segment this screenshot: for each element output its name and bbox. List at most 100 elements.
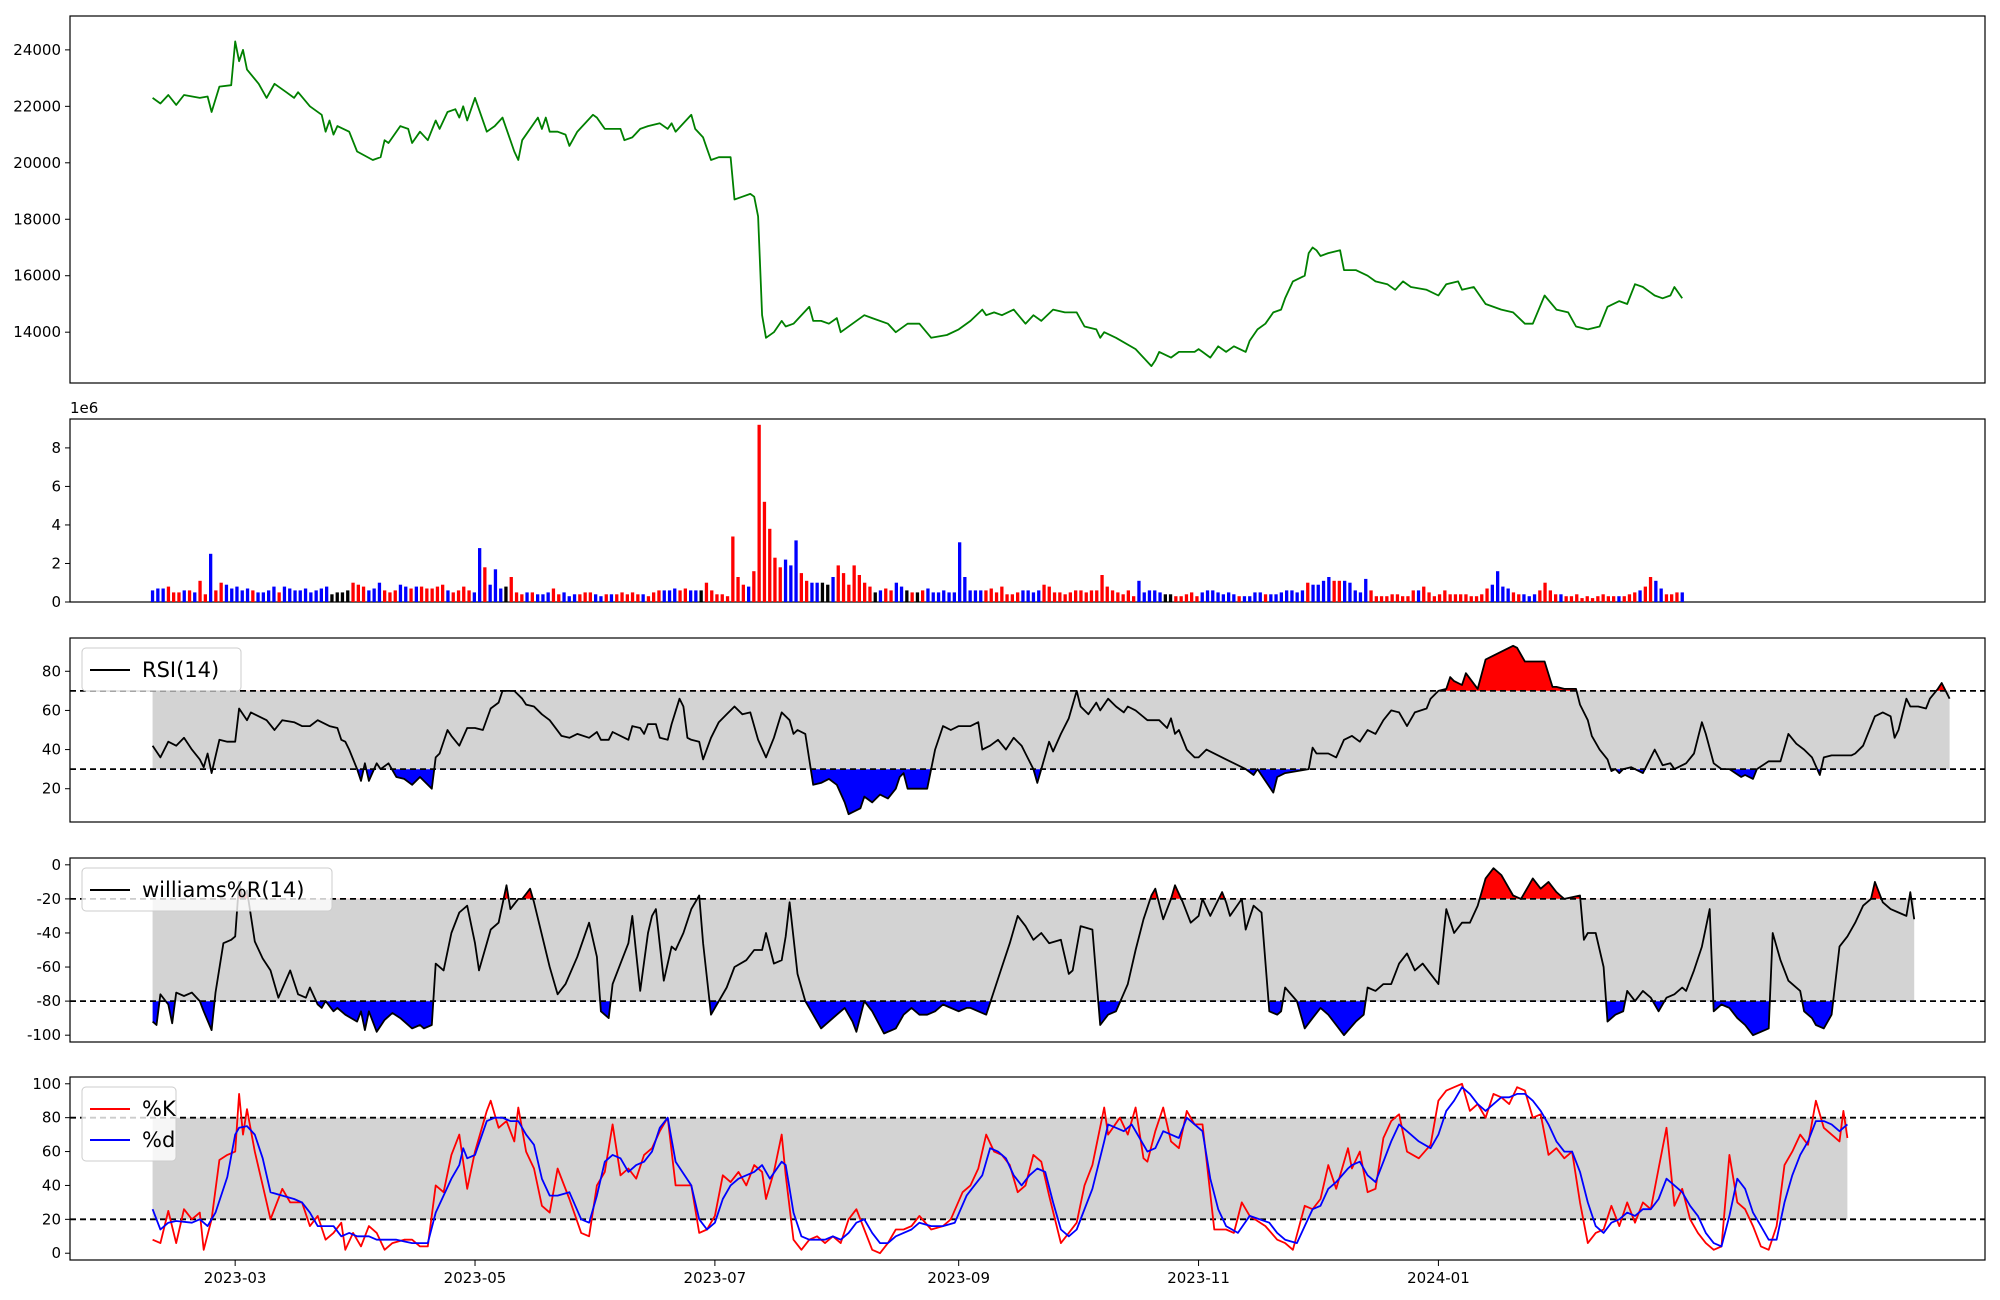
volume-bar: [841, 573, 846, 602]
volume-bar: [1227, 592, 1231, 602]
volume-bar: [720, 594, 724, 602]
volume-bar: [1606, 596, 1610, 602]
volume-bar: [1559, 594, 1563, 602]
volume-bar: [456, 590, 461, 602]
volume-bar: [604, 594, 608, 602]
volume-bar: [1369, 590, 1373, 602]
stochastic-line-d: [151, 1086, 1848, 1248]
volume-bar: [1385, 596, 1389, 602]
volume-bar: [931, 592, 935, 602]
volume-bar: [1205, 590, 1210, 602]
stochastic-band: [152, 1117, 1848, 1220]
volume-bar: [731, 536, 735, 602]
volume-bar: [963, 577, 967, 602]
volume-bar: [1089, 590, 1094, 602]
volume-bar: [1316, 584, 1320, 602]
volume-bar: [1627, 594, 1632, 602]
volume-bar: [1437, 594, 1442, 602]
williams-r-panel: -100 -80 -60 -40 -20 0 williams%R(14): [27, 856, 1986, 1044]
volume-bar: [1153, 590, 1157, 602]
volume-bar: [1232, 594, 1236, 602]
volume-bar: [1406, 596, 1410, 602]
volume-bar: [789, 565, 793, 602]
williams-ytick-label: -20: [37, 890, 62, 908]
volume-bar: [256, 592, 260, 602]
volume-bar: [335, 592, 339, 602]
volume-bar: [1617, 596, 1621, 602]
volume-bar: [820, 582, 825, 602]
volume-panel: 0 2 4 6 8 1e6: [51, 399, 1986, 611]
volume-bar: [667, 590, 672, 602]
volume-bar: [704, 582, 709, 602]
stochastic-legend-box: [81, 1086, 177, 1162]
volume-bar: [1596, 596, 1600, 602]
volume-bar: [594, 594, 598, 602]
volume-bar: [878, 590, 883, 602]
stochastic-ytick-label: 60: [42, 1143, 61, 1161]
volume-bar: [1548, 590, 1552, 602]
volume-bar: [979, 590, 983, 602]
volume-bar: [493, 569, 498, 602]
volume-bar: [873, 592, 877, 602]
volume-bar: [652, 592, 656, 602]
volume-bar: [1068, 592, 1072, 602]
volume-bar: [546, 592, 550, 602]
volume-bar: [1411, 590, 1415, 602]
volume-bar: [1680, 592, 1684, 602]
volume-bar: [620, 592, 624, 602]
volume-bar: [1648, 577, 1653, 602]
volume-bar: [462, 586, 466, 602]
volume-bar: [245, 588, 250, 602]
volume-bar: [293, 590, 297, 602]
volume-bar: [372, 588, 376, 602]
volume-bar: [889, 590, 893, 602]
stochastic-ytick-label: 20: [42, 1210, 61, 1228]
rsi-ytick-label: 20: [42, 780, 61, 798]
volume-bar: [219, 582, 223, 602]
williams-band: [152, 898, 1915, 1002]
xtick-label: 2023-09: [927, 1269, 990, 1287]
volume-ytick-label: 2: [51, 554, 61, 572]
volume-bar: [926, 588, 930, 602]
volume-ytick-label: 4: [51, 516, 61, 534]
volume-bar: [367, 590, 371, 602]
volume-bar: [794, 540, 798, 602]
volume-bar: [1306, 582, 1310, 602]
volume-bar: [831, 577, 835, 602]
rsi-panel: 20 40 60 80 RSI(14): [42, 637, 1986, 823]
stochastic-ytick-label: 40: [42, 1176, 61, 1194]
volume-bar: [1295, 592, 1299, 602]
volume-bar: [583, 592, 587, 602]
volume-bar: [1343, 580, 1347, 602]
volume-bar: [1300, 590, 1305, 602]
xtick-label: 2023-11: [1167, 1269, 1230, 1287]
volume-bar: [557, 594, 561, 602]
volume-bar: [483, 567, 487, 602]
volume-bar: [1643, 586, 1647, 602]
xtick-label: 2023-07: [684, 1269, 747, 1287]
volume-bar: [1601, 594, 1605, 602]
volume-bar: [1348, 582, 1352, 602]
volume-bar: [1279, 592, 1283, 602]
x-axis: 2023-03 2023-05 2023-07 2023-09 2023-11 2024-…: [204, 1260, 1470, 1287]
volume-bar: [1074, 590, 1078, 602]
volume-bar: [1142, 592, 1146, 602]
volume-bar: [530, 592, 534, 602]
stochastic-ytick-label: 0: [51, 1244, 61, 1262]
volume-bar: [947, 592, 951, 602]
volume-bar: [267, 590, 271, 602]
price-ytick-label: 22000: [13, 97, 61, 115]
stochastic-ytick-label: 100: [32, 1075, 61, 1093]
volume-bar: [1469, 596, 1473, 602]
volume-bar: [952, 592, 956, 602]
volume-bar: [1590, 598, 1595, 602]
volume-bar: [351, 582, 355, 602]
williams-ytick-label: -60: [37, 958, 62, 976]
volume-bar: [1395, 594, 1400, 602]
volume-bar: [968, 590, 972, 602]
volume-bar: [757, 424, 761, 602]
volume-bar: [747, 586, 751, 602]
volume-bar: [272, 586, 276, 602]
volume-bar: [488, 584, 492, 602]
volume-bar: [361, 586, 366, 602]
